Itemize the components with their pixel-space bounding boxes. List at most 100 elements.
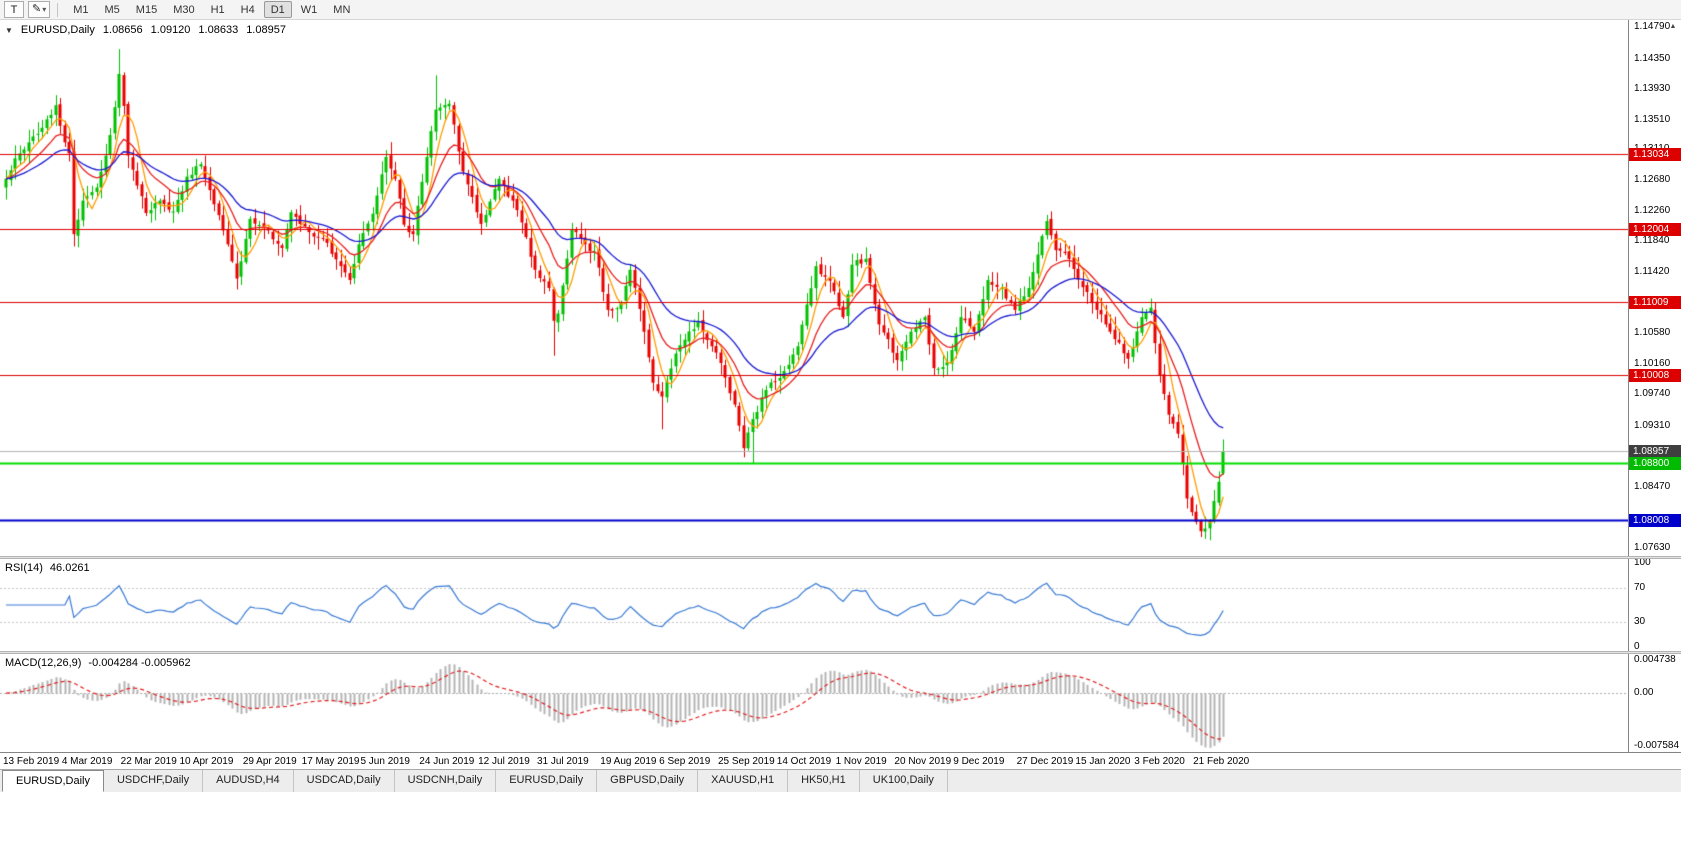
rsi-level-tick: 30 [1634, 615, 1646, 627]
timeframe-mn[interactable]: MN [326, 1, 357, 18]
date-tick-label: 17 May 2019 [301, 756, 360, 767]
price-chart-panel[interactable]: ▼ EURUSD,Daily 1.08656 1.09120 1.08633 1… [0, 20, 1628, 556]
price-tick: 1.09310 [1634, 419, 1671, 431]
pencil-icon: ✎ [32, 3, 42, 15]
macd-level-tick: -0.007584 [1634, 740, 1680, 751]
price-badge-1.12004: 1.12004 [1629, 223, 1681, 237]
price-tick: 1.14790 [1634, 20, 1671, 32]
timeframe-m15[interactable]: M15 [129, 1, 164, 18]
date-tick-label: 25 Sep 2019 [717, 756, 775, 767]
date-tick-label: 27 Dec 2019 [1016, 756, 1074, 767]
chart-tab-0-eurusd-daily[interactable]: EURUSD,Daily [2, 770, 104, 792]
timeframe-buttons: M1 M5 M15 M30 H1 H4 D1 W1 MN [65, 1, 358, 18]
chart-tab-3-usdcad-daily[interactable]: USDCAD,Daily [294, 770, 395, 792]
ohlc-open: 1.08656 [102, 24, 143, 36]
price-chart-canvas[interactable] [0, 20, 1628, 556]
date-tick-label: 21 Feb 2020 [1193, 756, 1250, 767]
date-tick-label: 19 Aug 2019 [600, 756, 657, 767]
price-tick: 1.11840 [1634, 235, 1670, 247]
date-tick-label: 24 Jun 2019 [419, 756, 475, 767]
timeframe-m5[interactable]: M5 [98, 1, 127, 18]
price-tick: 1.08470 [1634, 480, 1671, 492]
date-tick-label: 15 Jan 2020 [1075, 756, 1131, 767]
price-tick: 1.12680 [1634, 174, 1671, 186]
rsi-value: 46.0261 [49, 562, 90, 574]
date-tick-label: 3 Feb 2020 [1134, 756, 1185, 767]
time-axis[interactable]: 13 Feb 2019 4 Mar 2019 22 Mar 2019 10 Apr 2… [0, 752, 1681, 769]
ohlc-high: 1.09120 [150, 24, 191, 36]
rsi-name: RSI(14) [5, 562, 43, 574]
date-tick-label: 6 Sep 2019 [659, 756, 711, 767]
macd-level-tick: 0.00 [1634, 687, 1654, 699]
chart-tab-7-xauusd-h1[interactable]: XAUUSD,H1 [698, 770, 789, 792]
date-tick-label: 22 Mar 2019 [120, 756, 177, 767]
chart-tab-5-eurusd-daily[interactable]: EURUSD,Daily [496, 770, 598, 792]
date-tick-label: 29 Apr 2019 [242, 756, 297, 767]
collapse-chart-icon[interactable]: ▼ [5, 26, 13, 35]
price-tick: 1.14350 [1634, 52, 1671, 64]
price-axis[interactable]: 1.14790 1.14350 1.13930 1.13510 1.13110 1.126… [1628, 20, 1681, 753]
timeframe-h4[interactable]: H4 [234, 1, 262, 18]
rsi-level-tick: 100 [1634, 557, 1651, 568]
ohlc-low: 1.08633 [198, 24, 239, 36]
macd-label: MACD(12,26,9) -0.004284 -0.005962 [5, 657, 191, 669]
timeframe-m30[interactable]: M30 [166, 1, 201, 18]
timeframe-w1[interactable]: W1 [294, 1, 325, 18]
price-tick: 1.13510 [1634, 113, 1671, 125]
rsi-level-tick: 70 [1634, 582, 1646, 594]
timeframe-m1[interactable]: M1 [66, 1, 95, 18]
price-tick: 1.10160 [1634, 357, 1671, 369]
date-tick-label: 13 Feb 2019 [3, 756, 60, 767]
price-tick: 1.11420 [1634, 265, 1670, 277]
chart-tab-2-audusd-h4[interactable]: AUDUSD,H4 [203, 770, 294, 792]
chart-symbol-label: EURUSD,Daily [20, 24, 95, 36]
price-badge-1.11009: 1.11009 [1629, 295, 1681, 309]
date-tick-label: 20 Nov 2019 [894, 756, 952, 767]
date-tick-label: 9 Dec 2019 [953, 756, 1005, 767]
panel-separator[interactable] [0, 556, 1681, 559]
chevron-down-icon: ▾ [42, 5, 47, 14]
date-tick-label: 4 Mar 2019 [61, 756, 113, 767]
chart-tabs-bar: EURUSD,Daily USDCHF,Daily AUDUSD,H4 USDCAD,… [0, 769, 1681, 792]
chart-tab-6-gbpusd-daily[interactable]: GBPUSD,Daily [597, 770, 699, 792]
price-tick: 1.13110 [1634, 143, 1669, 155]
chart-toolbar: T ✎▾ M1 M5 M15 M30 H1 H4 D1 W1 MN [0, 0, 1681, 20]
macd-canvas[interactable] [0, 654, 1628, 752]
macd-indicator-panel[interactable]: MACD(12,26,9) -0.004284 -0.005962 [0, 654, 1628, 752]
price-tick: 1.10580 [1634, 327, 1671, 339]
rsi-indicator-panel[interactable]: RSI(14) 46.0261 [0, 559, 1628, 651]
date-tick-label: 1 Nov 2019 [835, 756, 887, 767]
date-tick-label: 12 Jul 2019 [478, 756, 530, 767]
price-tick: 1.12260 [1634, 204, 1671, 216]
chart-tab-1-usdchf-daily[interactable]: USDCHF,Daily [104, 770, 204, 792]
price-tick: 1.07630 [1634, 541, 1671, 553]
date-tick-label: 14 Oct 2019 [776, 756, 832, 767]
price-badge-1.08957: 1.08957 [1629, 445, 1681, 459]
timeframe-h1[interactable]: H1 [204, 1, 232, 18]
macd-name: MACD(12,26,9) [5, 657, 82, 669]
date-tick-label: 31 Jul 2019 [536, 756, 589, 767]
macd-values: -0.004284 -0.005962 [88, 657, 191, 669]
price-badge-1.08800: 1.08800 [1629, 456, 1681, 470]
toolbar-separator [57, 2, 59, 17]
price-badge-1.08008: 1.08008 [1629, 514, 1681, 528]
chart-header: ▼ EURUSD,Daily 1.08656 1.09120 1.08633 1… [5, 24, 286, 36]
panel-separator[interactable] [0, 651, 1681, 654]
scroll-up-icon[interactable]: ▲ [1669, 23, 1677, 30]
chart-tab-8-hk50-h1[interactable]: HK50,H1 [788, 770, 860, 792]
chart-tab-4-usdcnh-daily[interactable]: USDCNH,Daily [395, 770, 497, 792]
timeframe-d1[interactable]: D1 [263, 1, 292, 18]
price-tick: 1.09740 [1634, 388, 1671, 400]
price-badge-1.10008: 1.10008 [1629, 368, 1681, 382]
macd-level-tick: 0.004738 [1634, 654, 1676, 665]
ohlc-close: 1.08957 [246, 24, 286, 36]
date-tick-label: 5 Jun 2019 [360, 756, 410, 767]
rsi-canvas[interactable] [0, 559, 1628, 651]
text-tool-button[interactable]: T [4, 1, 24, 18]
draw-tool-dropdown[interactable]: ✎▾ [28, 1, 51, 18]
price-badge-1.13034: 1.13034 [1629, 148, 1681, 162]
rsi-label: RSI(14) 46.0261 [5, 562, 90, 574]
date-tick-label: 10 Apr 2019 [179, 756, 234, 767]
chart-tab-9-uk100-daily[interactable]: UK100,Daily [860, 770, 948, 792]
